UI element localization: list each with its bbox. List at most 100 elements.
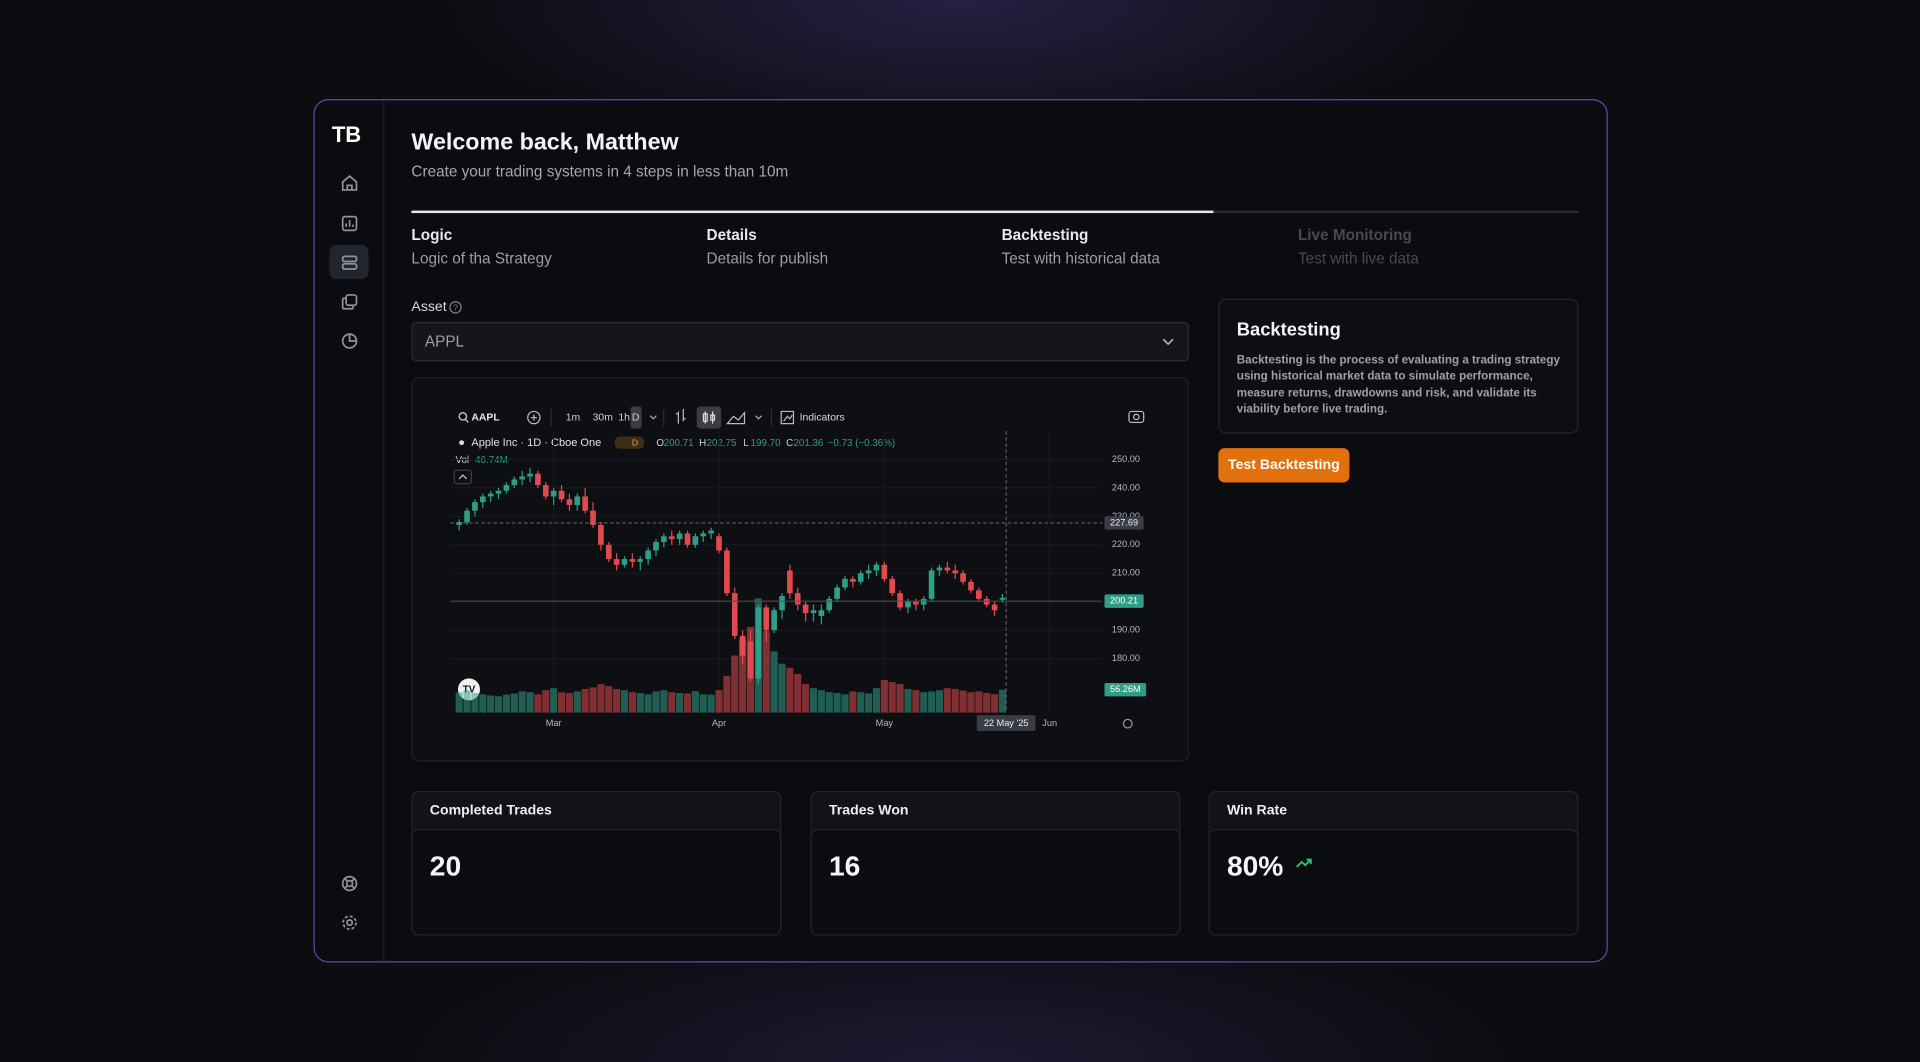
progress-done	[411, 210, 1214, 214]
volume-bar	[471, 693, 479, 713]
crosshair-date-label: 22 May '25	[984, 718, 1029, 728]
volume-bar	[998, 689, 1007, 713]
indicators-icon	[780, 410, 795, 425]
nav-home[interactable]	[329, 165, 368, 199]
indicators[interactable]: Indicators	[800, 412, 845, 423]
candle-body	[794, 593, 801, 605]
legend-badge-text: D	[632, 438, 638, 448]
candle-body	[487, 493, 494, 497]
y-tick-label: 250.00	[1112, 454, 1140, 464]
volume-bar	[534, 694, 542, 713]
tv-logo-text: TV	[463, 685, 476, 696]
stat-value: 20	[429, 849, 462, 882]
step-subtitle: Details for publish	[706, 249, 829, 267]
volume-bar	[636, 693, 644, 713]
candle-body	[920, 598, 927, 605]
crosshair-date-box	[976, 715, 1036, 732]
collapse-button[interactable]	[453, 469, 473, 485]
page-subtitle: Create your trading systems in 4 steps i…	[411, 162, 789, 181]
volume-bar	[660, 690, 668, 713]
candle-icon-active[interactable]	[696, 406, 722, 429]
nav-strategies[interactable]	[329, 244, 369, 280]
candle-body	[558, 490, 565, 500]
symbol[interactable]: AAPL	[471, 412, 500, 423]
camera-icon	[1133, 413, 1140, 421]
volume-bar	[935, 690, 944, 713]
nav-copy[interactable]	[329, 284, 368, 318]
step-title[interactable]: Logic	[411, 226, 453, 244]
trend-icon	[1296, 858, 1312, 868]
candle-body	[535, 473, 541, 486]
info-title: Backtesting	[1236, 319, 1341, 341]
candle-body	[661, 536, 667, 542]
volume-bar	[518, 691, 526, 713]
ohlc-letter: O	[656, 438, 664, 449]
stat-label: Trades Won	[828, 803, 909, 818]
volume-bar	[550, 688, 558, 713]
info-text: Backtesting is the process of evaluating…	[1236, 353, 1560, 417]
nav-analytics[interactable]	[329, 206, 368, 240]
volume-bar	[880, 680, 888, 713]
volume-bar	[983, 693, 991, 713]
step-title[interactable]: Backtesting	[1001, 226, 1089, 244]
candle-body	[479, 496, 486, 503]
ohlc-value: 202.75	[707, 438, 737, 449]
candle-body	[456, 522, 463, 525]
area-icon[interactable]	[726, 410, 746, 425]
nav-support[interactable]	[329, 866, 368, 900]
volume-bar	[904, 688, 912, 713]
volume-bar	[581, 688, 589, 713]
candle-body	[645, 550, 651, 560]
settings-icon[interactable]	[1122, 718, 1133, 729]
volume-bar	[699, 694, 707, 713]
asset-value: APPL	[424, 333, 465, 351]
candle-body	[503, 485, 510, 491]
candle-body	[818, 610, 825, 616]
volume-bar	[928, 691, 936, 713]
candle-body	[668, 536, 675, 540]
volume-bar	[573, 691, 581, 713]
stat-value: 16	[828, 849, 861, 882]
stat-value: 80%	[1226, 849, 1284, 882]
chevron	[649, 415, 657, 420]
candle-body	[897, 593, 903, 608]
help-icon[interactable]: ?	[448, 300, 463, 315]
candle-body	[716, 536, 722, 551]
asset-select[interactable]: APPL	[411, 322, 1189, 362]
volume-bar	[841, 694, 849, 713]
interval[interactable]: 1m	[566, 412, 580, 423]
step-title[interactable]: Live Monitoring	[1297, 226, 1412, 244]
volume-bar	[565, 693, 573, 713]
step-title[interactable]: Details	[706, 226, 757, 244]
y-tick-label: 220.00	[1112, 539, 1140, 549]
y-tick-label: 210.00	[1112, 568, 1140, 578]
logo[interactable]: TB	[331, 122, 362, 147]
volume-bar	[778, 663, 786, 713]
candle-body	[653, 541, 659, 551]
stat-body: 16	[810, 828, 1181, 936]
camera-icon[interactable]	[1128, 410, 1145, 424]
candle-body	[739, 635, 746, 656]
search-icon	[458, 411, 468, 421]
candle-body	[779, 596, 785, 611]
volume-bar	[912, 690, 920, 713]
bar-icon[interactable]	[675, 408, 686, 424]
candle-body	[928, 570, 935, 599]
ohlc-value: 199.70	[751, 438, 781, 449]
nav-settings[interactable]	[329, 905, 368, 939]
step-subtitle: Test with historical data	[1001, 249, 1160, 267]
interval[interactable]: 1h	[618, 412, 630, 423]
volume-bar	[479, 694, 487, 713]
volume-bar	[597, 684, 605, 713]
last-price-box	[1104, 594, 1144, 608]
candle-body	[605, 544, 612, 560]
search-icon	[464, 418, 469, 423]
test-button[interactable]: Test Backtesting	[1218, 448, 1350, 483]
nav-portfolio[interactable]	[329, 323, 368, 357]
x-tick-label: Jun	[1042, 718, 1057, 728]
interval[interactable]: D	[632, 412, 640, 423]
interval[interactable]: 30m	[593, 412, 613, 423]
